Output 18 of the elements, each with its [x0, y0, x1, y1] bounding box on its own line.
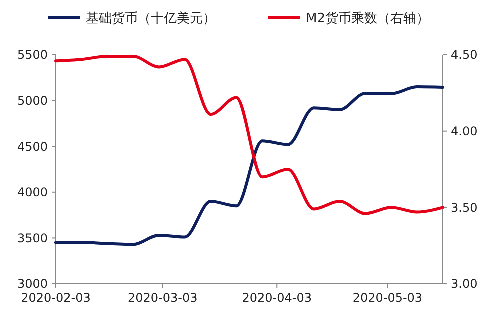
- y2-tick-label: 3.00: [451, 277, 478, 292]
- y-tick-label: 3000: [17, 277, 48, 292]
- x-tick-label: 2020-05-03: [352, 291, 423, 305]
- line-series: [54, 55, 444, 216]
- x-tick-label: 2020-02-03: [21, 291, 91, 305]
- x-tick-label: 2020-03-03: [128, 291, 198, 305]
- y2-tick-label: 3.50: [451, 200, 478, 215]
- legend-label: 基础货币（十亿美元）: [86, 10, 216, 27]
- line-series: [54, 86, 444, 246]
- x-tick-label: 2020-04-03: [242, 291, 312, 305]
- y-tick-label: 5000: [17, 94, 48, 108]
- y-tick-label: 4500: [17, 140, 48, 154]
- y-tick-label: 5500: [17, 48, 48, 62]
- y-tick-label: 3500: [17, 231, 48, 246]
- y2-tick-label: 4.00: [451, 124, 478, 139]
- y-tick-label: 4000: [17, 186, 48, 200]
- legend-label: M2货币乘数（右轴）: [306, 12, 430, 27]
- y2-tick-label: 4.50: [451, 48, 478, 62]
